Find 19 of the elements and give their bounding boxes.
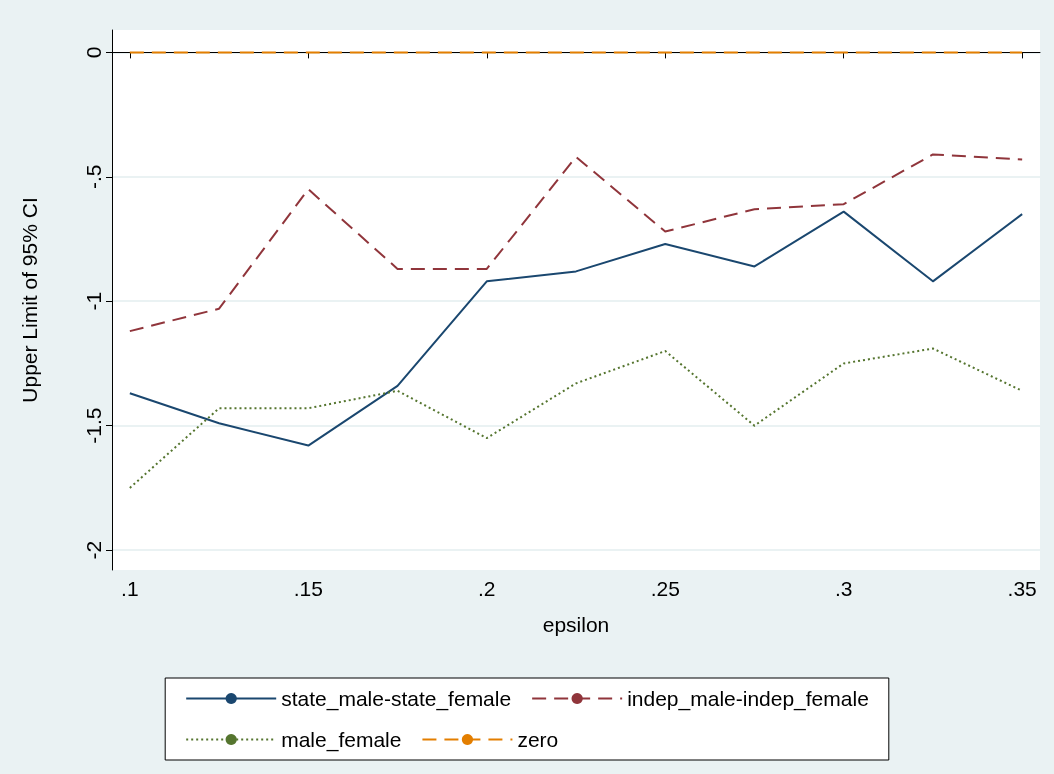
y-tick-label: -1 <box>82 291 105 311</box>
legend-label: zero <box>517 728 559 751</box>
x-tick-label: .15 <box>293 577 323 600</box>
y-axis-title: Upper Limit of 95% CI <box>18 197 41 403</box>
line-series <box>128 210 1024 447</box>
y-tick-label: -1.5 <box>82 407 105 444</box>
legend-label: state_male-state_female <box>281 687 512 711</box>
legend-label: male_female <box>281 728 402 752</box>
y-tick-label: -.5 <box>82 164 105 190</box>
x-tick-label: .35 <box>1007 577 1037 600</box>
x-tick-label: .2 <box>478 577 496 600</box>
x-tick-label: .1 <box>121 577 139 600</box>
line-series <box>128 153 1024 333</box>
y-tick-label: -2 <box>82 540 105 560</box>
x-tick-label: .25 <box>650 577 680 600</box>
x-axis-title: epsilon <box>542 613 610 636</box>
x-tick-label: .3 <box>834 577 853 600</box>
legend-label: indep_male-indep_female <box>627 687 869 711</box>
y-tick-label: 0 <box>82 46 105 59</box>
